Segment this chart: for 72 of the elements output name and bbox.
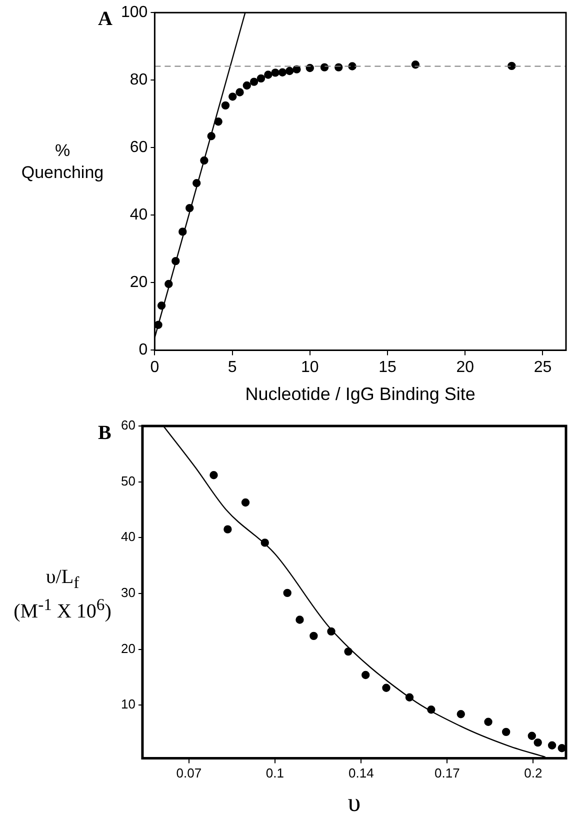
point bbox=[241, 498, 250, 507]
x-axis-title: Nucleotide / IgG Binding Site bbox=[245, 384, 476, 404]
x-tick-label: 10 bbox=[301, 359, 319, 376]
point bbox=[327, 627, 336, 636]
point bbox=[502, 728, 510, 736]
y-tick-label: 60 bbox=[130, 139, 148, 156]
point bbox=[157, 302, 166, 310]
y-tick-label: 30 bbox=[120, 585, 136, 600]
chart-title: B bbox=[98, 422, 112, 445]
y-tick-label: 100 bbox=[120, 4, 148, 22]
point bbox=[271, 68, 280, 77]
point bbox=[186, 204, 194, 212]
y-tick-label: 40 bbox=[120, 529, 136, 544]
point bbox=[534, 738, 542, 747]
y-tick-label: 20 bbox=[130, 274, 148, 292]
point bbox=[250, 78, 258, 86]
y-axis-title: % Quenching bbox=[20, 140, 105, 184]
point bbox=[264, 70, 272, 79]
point bbox=[558, 744, 566, 752]
point bbox=[200, 156, 208, 165]
point bbox=[164, 280, 173, 288]
y-tick-label: 20 bbox=[120, 640, 136, 656]
point bbox=[348, 62, 356, 70]
y-tick-label: 40 bbox=[130, 206, 148, 224]
x-tick-label: 15 bbox=[378, 359, 397, 376]
chart-title: A bbox=[98, 8, 112, 31]
point bbox=[427, 706, 436, 714]
point bbox=[221, 101, 230, 110]
point bbox=[528, 732, 536, 740]
point bbox=[310, 632, 318, 640]
point bbox=[207, 132, 216, 140]
x-tick-label: 0.1 bbox=[266, 766, 284, 781]
point bbox=[242, 81, 251, 90]
y-tick-label: 50 bbox=[120, 473, 136, 488]
point bbox=[548, 741, 556, 750]
point bbox=[382, 684, 390, 692]
point bbox=[236, 88, 244, 96]
x-tick-label: 20 bbox=[456, 359, 474, 376]
point bbox=[320, 63, 329, 72]
x-tick-label: 0.14 bbox=[348, 766, 374, 781]
point bbox=[210, 471, 218, 480]
y-tick-label: 0 bbox=[138, 342, 148, 359]
point bbox=[484, 718, 492, 726]
y-tick-label: 10 bbox=[120, 696, 136, 712]
point bbox=[361, 670, 370, 680]
point bbox=[228, 92, 237, 101]
point bbox=[344, 647, 352, 656]
x-tick-label: 0.17 bbox=[434, 766, 460, 781]
text: υ/L$_{f}$ (M$^{-1}$ X 10$^{6}$) bbox=[14, 566, 112, 622]
x-tick-label: 0 bbox=[150, 359, 160, 376]
x-tick-label: 25 bbox=[534, 359, 552, 376]
point bbox=[260, 538, 269, 547]
point bbox=[192, 178, 201, 188]
y-tick-label: 60 bbox=[120, 418, 136, 433]
x-tick-label: 0.07 bbox=[176, 766, 202, 781]
point bbox=[256, 74, 266, 83]
point bbox=[296, 616, 304, 624]
y-tick-label: 80 bbox=[130, 72, 148, 89]
point bbox=[285, 66, 294, 76]
point bbox=[306, 64, 314, 72]
x-axis-title: υ bbox=[348, 788, 361, 818]
point bbox=[224, 525, 232, 534]
x-tick-label: 0.2 bbox=[524, 766, 542, 781]
point bbox=[283, 588, 292, 598]
point bbox=[405, 693, 414, 702]
point bbox=[278, 68, 287, 76]
point bbox=[172, 256, 180, 266]
point bbox=[178, 228, 187, 236]
point bbox=[456, 710, 465, 718]
x-tick-label: 5 bbox=[228, 359, 237, 376]
point bbox=[508, 62, 516, 70]
point bbox=[214, 118, 222, 126]
